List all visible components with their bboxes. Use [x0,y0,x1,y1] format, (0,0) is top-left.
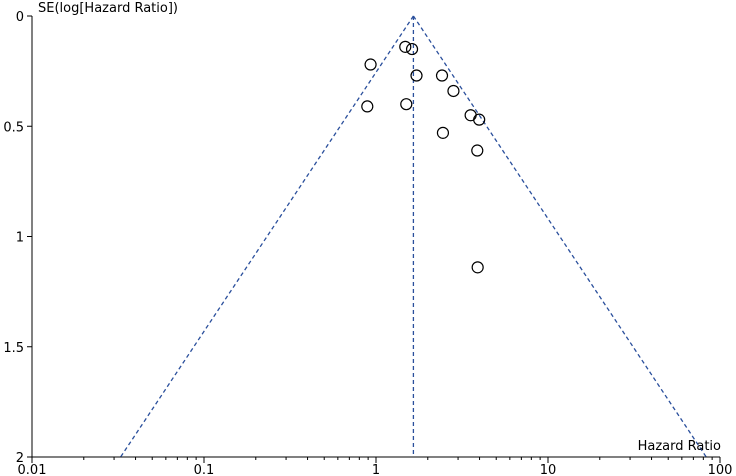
axes: 0 0.5 1 1.5 20.01 0.1 1 10 100 [3,10,732,476]
x-tick-label: 100 [708,463,733,476]
funnel-left-limit [120,15,414,458]
data-point [436,126,450,139]
x-tick-label: 0.01 [18,463,47,476]
data-point [447,84,460,98]
y-tick-label: 1 [16,231,24,246]
funnel-lines [120,15,707,458]
y-tick-label: 0 [16,10,24,25]
data-point [399,40,412,53]
y-tick-label: 0.5 [3,120,24,135]
y-axis-label: SE(log[Hazard Ratio]) [38,1,178,16]
y-tick-label: 1.5 [3,341,24,356]
x-tick-label: 10 [540,463,557,476]
y-tick-label: 2 [16,451,24,466]
data-point [471,261,484,274]
data-point [410,69,423,82]
data-point [464,109,477,122]
data-points [361,40,486,274]
funnel-right-limit [412,15,707,458]
data-point [405,42,419,56]
data-point [364,58,377,71]
x-tick-label: 1 [372,463,380,476]
x-axis-label: Hazard Ratio [638,439,721,454]
data-point [473,113,486,126]
data-point [361,100,374,113]
data-point [435,69,449,82]
data-point [400,98,413,111]
data-point [471,144,484,157]
x-tick-label: 0.1 [194,463,215,476]
